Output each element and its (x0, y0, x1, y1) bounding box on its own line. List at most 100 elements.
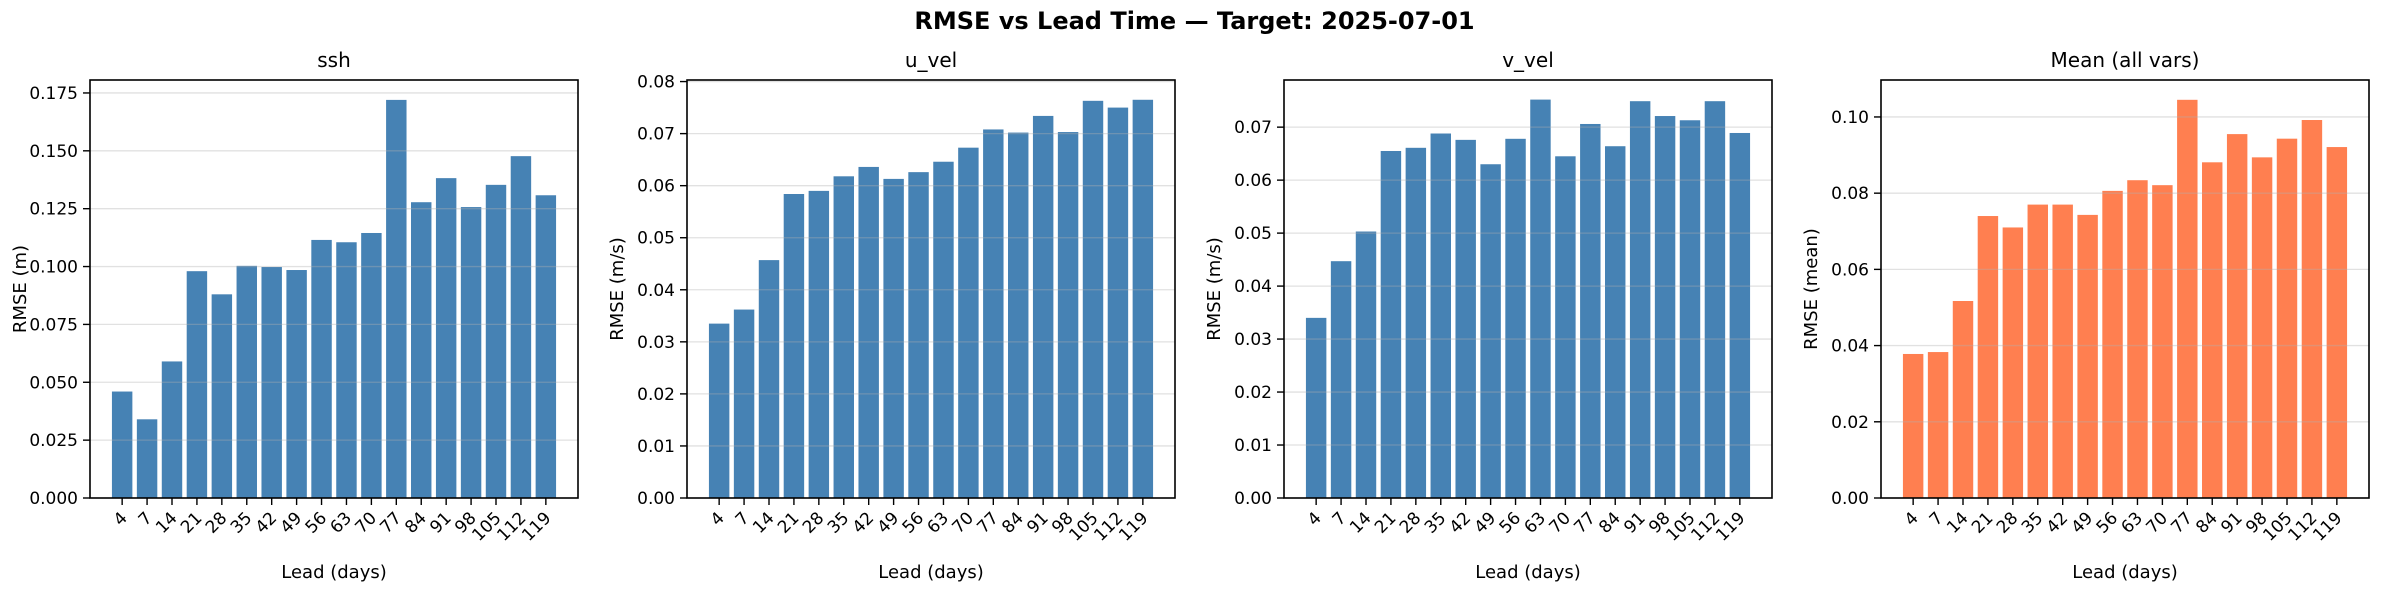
bar-lead-63 (933, 161, 954, 499)
y-tick-label: 0.05 (1234, 224, 1272, 244)
x-tick-label: 119 (1712, 508, 1749, 545)
y-tick-label: 0.04 (637, 281, 675, 301)
bar-lead-91 (1629, 101, 1651, 498)
x-tick-label: 119 (1115, 508, 1152, 545)
bar-lead-98 (460, 207, 482, 498)
bar-lead-35 (236, 265, 257, 498)
y-tick-label: 0.08 (637, 73, 675, 93)
subplot-ssh: 0.000 0.025 0.050 0.075 0.100 0.125 0.150 0.175… (10, 48, 579, 583)
subplot-u-vel: 0.000.010.020.030.040.050.060.070.084 714… (607, 48, 1176, 583)
x-tick-label: 7 (1926, 508, 1948, 530)
bar-lead-35 (2027, 204, 2048, 498)
bar-lead-14 (1355, 231, 1377, 498)
y-tick-label: 0.00 (637, 489, 675, 509)
x-tick-label: 7 (732, 508, 754, 530)
plot-border (686, 79, 1176, 499)
bar-lead-84 (411, 202, 432, 498)
y-tick-label: 0.150 (29, 142, 78, 162)
bar-lead-4 (1902, 353, 1924, 498)
y-tick-label: 0.07 (1234, 118, 1272, 138)
bar-lead-4 (708, 323, 730, 498)
x-axis-label: Lead (days) (878, 562, 984, 583)
x-tick-label: 4 (110, 508, 132, 530)
bar-lead-42 (858, 166, 879, 498)
y-tick-label: 0.03 (637, 333, 675, 353)
y-tick-label: 0.05 (637, 229, 675, 249)
y-axis-label: RMSE (mean) (1801, 228, 1822, 350)
bar-lead-119 (1132, 99, 1154, 498)
y-tick-label: 0.050 (29, 373, 78, 393)
plot-border (1880, 79, 2370, 499)
y-tick-label: 0.00 (1234, 489, 1272, 509)
bar-lead-49 (1480, 164, 1501, 499)
bar-lead-98 (2251, 157, 2273, 498)
bar-lead-105 (1679, 120, 1701, 498)
x-axis-label: Lead (days) (281, 562, 387, 583)
x-tick-label: 4 (1901, 508, 1923, 530)
y-tick-label: 0.100 (29, 258, 78, 278)
bar-lead-112 (510, 156, 532, 498)
bar-lead-105 (2276, 138, 2298, 498)
y-tick-label: 0.06 (1831, 260, 1869, 280)
y-tick-label: 0.04 (1234, 277, 1272, 297)
plot-border (1283, 79, 1773, 499)
bar-lead-70 (361, 232, 382, 499)
bar-lead-70 (958, 147, 979, 499)
bar-lead-98 (1654, 116, 1676, 498)
subplot-title: Mean (all vars) (2051, 48, 2200, 72)
y-axis-label: RMSE (m) (10, 245, 31, 333)
plot-border (89, 79, 579, 499)
bar-lead-84 (1605, 146, 1626, 498)
bar-lead-7 (136, 419, 158, 498)
bar-lead-77 (386, 99, 407, 499)
bar-lead-63 (2127, 180, 2148, 498)
y-tick-label: 0.04 (1831, 337, 1869, 357)
bar-lead-56 (908, 172, 929, 498)
bar-lead-63 (1530, 99, 1551, 498)
y-tick-label: 0.125 (29, 200, 78, 220)
bar-lead-70 (1555, 156, 1576, 499)
bar-lead-63 (336, 242, 357, 498)
bar-lead-105 (1082, 100, 1104, 498)
y-tick-label: 0.025 (29, 431, 78, 451)
y-tick-label: 0.00 (1831, 489, 1869, 509)
bar-lead-70 (2152, 185, 2173, 499)
bar-lead-84 (2202, 162, 2223, 499)
x-tick-label: 7 (1329, 508, 1351, 530)
bar-lead-42 (2052, 204, 2073, 498)
bar-lead-28 (808, 190, 830, 498)
bar-lead-112 (1704, 101, 1726, 498)
x-tick-label: 7 (135, 508, 157, 530)
bar-lead-91 (1032, 115, 1054, 499)
bar-lead-56 (311, 239, 332, 498)
bar-lead-77 (2177, 99, 2198, 498)
bar-lead-28 (1405, 147, 1427, 498)
bar-lead-4 (1305, 317, 1327, 498)
y-tick-label: 0.01 (1234, 436, 1272, 456)
x-axis-label: Lead (days) (1475, 562, 1581, 583)
y-tick-label: 0.000 (29, 489, 78, 509)
bar-lead-35 (833, 176, 854, 499)
y-tick-label: 0.02 (1234, 383, 1272, 403)
bar-lead-21 (186, 271, 208, 498)
y-axis-label: RMSE (m/s) (607, 237, 628, 341)
bar-lead-14 (1952, 301, 1974, 498)
bar-lead-91 (2226, 134, 2248, 499)
bar-lead-56 (2102, 190, 2123, 498)
bar-lead-21 (783, 194, 805, 498)
bar-lead-119 (535, 195, 557, 498)
bar-lead-42 (261, 267, 282, 498)
figure-title: RMSE vs Lead Time — Target: 2025-07-01 (914, 7, 1475, 35)
bar-lead-35 (1430, 133, 1451, 498)
bar-lead-21 (1977, 216, 1999, 498)
y-tick-label: 0.07 (637, 125, 675, 145)
x-tick-label: 119 (518, 508, 555, 545)
bar-lead-4 (111, 391, 133, 498)
subplot-v-vel: 0.000.010.020.030.040.050.060.074 7142128… (1204, 48, 1773, 583)
bar-lead-49 (2077, 214, 2098, 498)
y-tick-label: 0.01 (637, 437, 675, 457)
y-tick-label: 0.10 (1831, 108, 1869, 128)
bar-lead-98 (1057, 132, 1079, 499)
bar-lead-84 (1008, 132, 1029, 498)
